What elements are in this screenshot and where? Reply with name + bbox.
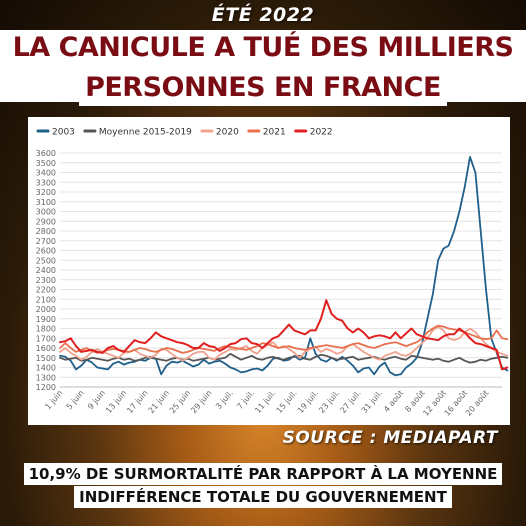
legend-label: 2003: [52, 128, 75, 138]
x-tick-label: 19 juil.: [296, 389, 320, 415]
footer-line-2: INDIFFÉRENCE TOTALE DU GOUVERNEMENT: [0, 486, 526, 508]
y-tick-label: 1500: [36, 354, 56, 363]
x-tick-label: 5 juin: [65, 389, 86, 412]
x-tick-label: 3 juil.: [214, 389, 235, 412]
y-tick-label: 1800: [36, 325, 56, 334]
legend-label: 2021: [263, 128, 286, 138]
x-tick-label: 23 juil.: [317, 389, 341, 415]
x-tick-label: 27 juil.: [338, 389, 362, 415]
y-tick-label: 1400: [36, 364, 56, 373]
x-tick-label: 20 août: [464, 389, 491, 418]
x-tick-label: 15 juil.: [275, 389, 299, 415]
y-tick-label: 1300: [36, 373, 56, 382]
x-tick-label: 29 juin: [189, 389, 213, 416]
y-tick-label: 3200: [36, 188, 56, 197]
government-indifference-text: INDIFFÉRENCE TOTALE DU GOUVERNEMENT: [74, 486, 452, 508]
y-tick-label: 2400: [36, 266, 56, 275]
y-tick-label: 2800: [36, 227, 56, 236]
series-line-2003: [59, 156, 509, 377]
y-tick-label: 1900: [36, 315, 56, 324]
x-tick-label: 13 juin: [104, 389, 128, 416]
mortality-chart: 1200 1300 1400 1500 1600 1700 1800 1900 2000 2100…: [28, 117, 510, 425]
x-tick-label: 17 juin: [125, 389, 149, 416]
x-tick-label: 31 juil.: [360, 389, 384, 415]
y-tick-label: 2300: [36, 276, 56, 285]
y-tick-label: 2500: [36, 256, 56, 265]
y-tick-label: 3000: [36, 208, 56, 217]
mortality-line-chart: 1200130014001500160017001800190020002100…: [36, 128, 509, 418]
footer-line-1: 10,9% DE SURMORTALITÉ PAR RAPPORT À LA M…: [0, 463, 526, 485]
y-tick-label: 1600: [36, 344, 56, 353]
y-tick-label: 2200: [36, 286, 56, 295]
y-tick-label: 2600: [36, 247, 56, 256]
headline-line-2: PERSONNES EN FRANCE: [0, 70, 526, 106]
y-tick-label: 1200: [36, 383, 56, 392]
y-tick-label: 2100: [36, 295, 56, 304]
x-tick-label: 9 juin: [86, 389, 107, 412]
x-tick-label: 25 juin: [168, 389, 192, 416]
y-tick-label: 3600: [36, 149, 56, 158]
y-tick-label: 2000: [36, 305, 56, 314]
x-tick-label: 11 juil.: [253, 389, 277, 415]
y-tick-label: 3100: [36, 198, 56, 207]
x-tick-label: 21 juin: [147, 389, 171, 416]
x-tick-label: 4 août: [382, 389, 405, 414]
y-tick-label: 2700: [36, 237, 56, 246]
legend-label: Moyenne 2015-2019: [99, 128, 192, 138]
legend-label: 2022: [310, 128, 333, 138]
summer-2022-label: ÉTÉ 2022: [211, 4, 315, 26]
y-tick-label: 2900: [36, 217, 56, 226]
source-label: SOURCE : MEDIAPART: [282, 428, 498, 448]
headline-line-2-text: PERSONNES EN FRANCE: [79, 70, 447, 106]
y-tick-label: 1700: [36, 334, 56, 343]
y-tick-label: 3400: [36, 169, 56, 178]
series-line-2022: [59, 299, 509, 371]
x-tick-label: 7 juil.: [235, 389, 256, 412]
legend-label: 2020: [216, 128, 239, 138]
y-tick-label: 3300: [36, 178, 56, 187]
series-line-2021: [59, 324, 509, 354]
excess-mortality-text: 10,9% DE SURMORTALITÉ PAR RAPPORT À LA M…: [23, 463, 503, 485]
y-tick-label: 3500: [36, 159, 56, 168]
series-line-moyenne-2015-2019: [59, 352, 509, 364]
